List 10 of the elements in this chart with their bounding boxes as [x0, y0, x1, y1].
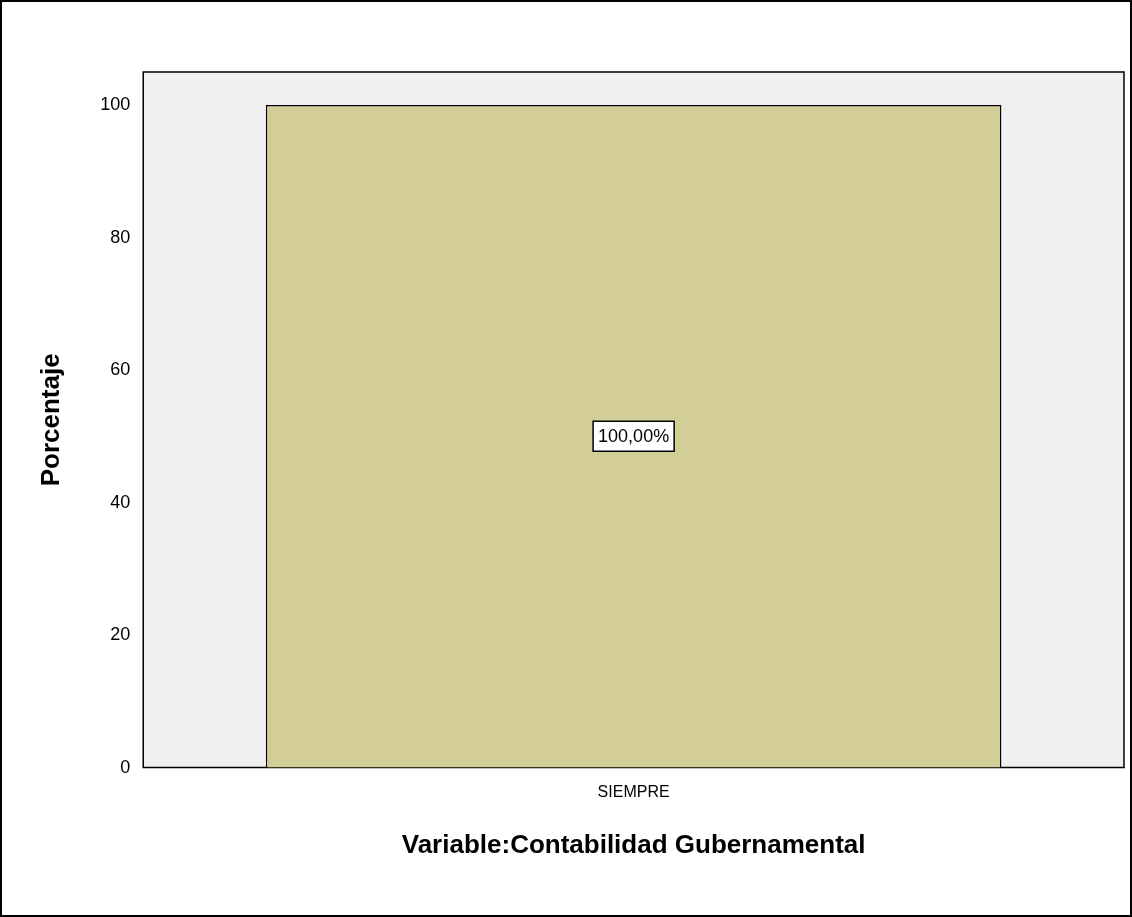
y-tick-label: 100	[100, 94, 131, 115]
y-tick-label: 20	[110, 624, 131, 645]
y-tick-label: 60	[110, 359, 131, 380]
x-tick-label: SIEMPRE	[597, 782, 670, 800]
y-tick-label: 40	[110, 491, 131, 512]
y-tick-label: 0	[120, 756, 131, 777]
x-axis-title: Variable:Contabilidad Gubernamental	[401, 828, 866, 859]
data-label: 100,00%	[598, 426, 670, 447]
y-tick-label: 80	[110, 226, 131, 247]
y-axis-title: Porcentaje	[34, 353, 65, 487]
